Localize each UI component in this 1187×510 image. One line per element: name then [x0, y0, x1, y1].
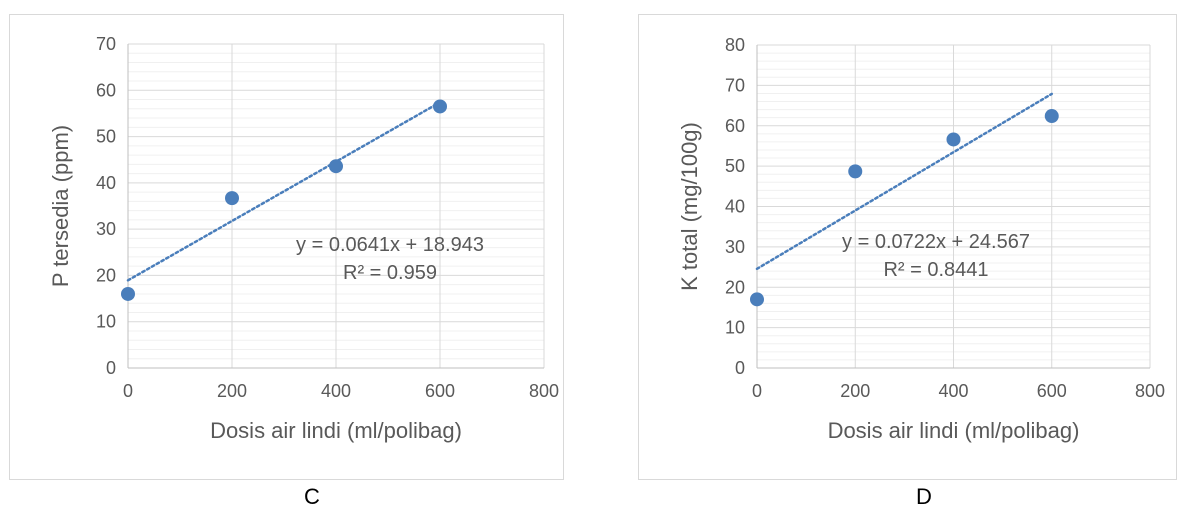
y-tick-label: 10 — [96, 312, 116, 332]
panel-label-d: D — [916, 484, 932, 509]
trendline-equation: y = 0.0641x + 18.943 — [296, 234, 484, 256]
x-tick-label: 800 — [1135, 381, 1165, 401]
x-tick-label: 800 — [529, 381, 559, 401]
data-point — [121, 286, 135, 301]
y-tick-label: 10 — [725, 318, 745, 338]
data-point — [750, 292, 764, 307]
y-tick-label: 0 — [106, 358, 116, 378]
y-tick-label: 40 — [725, 197, 745, 217]
data-point — [433, 99, 447, 114]
x-tick-label: 400 — [321, 381, 351, 401]
x-tick-label: 200 — [217, 381, 247, 401]
y-tick-label: 50 — [725, 156, 745, 176]
y-tick-label: 50 — [96, 127, 116, 147]
y-axis-title: P tersedia (ppm) — [48, 125, 73, 287]
y-tick-label: 20 — [96, 265, 116, 285]
trendline — [755, 92, 1053, 271]
y-tick-label: 0 — [735, 358, 745, 378]
y-tick-label: 70 — [96, 34, 116, 54]
trendline-equation: y = 0.0722x + 24.567 — [842, 231, 1030, 253]
x-tick-label: 0 — [123, 381, 133, 401]
x-tick-label: 600 — [425, 381, 455, 401]
r-squared-label: R² = 0.959 — [343, 262, 437, 284]
data-point — [848, 164, 863, 179]
y-tick-label: 70 — [725, 75, 745, 95]
data-point — [1044, 109, 1059, 124]
data-point — [225, 191, 239, 206]
x-tick-label: 400 — [938, 381, 968, 401]
r-squared-label: R² = 0.8441 — [883, 259, 988, 281]
panel-label-c: C — [304, 484, 320, 509]
data-point — [329, 159, 343, 174]
y-axis-title: K total (mg/100g) — [677, 122, 702, 291]
y-tick-label: 30 — [96, 219, 116, 239]
y-tick-label: 40 — [96, 173, 116, 193]
x-axis-title: Dosis air lindi (ml/polibag) — [210, 418, 462, 443]
y-tick-label: 30 — [725, 237, 745, 257]
chart-panel-d: 0 10 20 30 40 50 60 70 80 0 200 400 600 800 Dosis air … — [638, 14, 1177, 480]
x-tick-label: 200 — [840, 381, 870, 401]
x-axis-title: Dosis air lindi (ml/polibag) — [828, 418, 1080, 443]
y-tick-label: 60 — [725, 116, 745, 136]
data-point — [946, 132, 961, 147]
chart-panel-c: 0 10 20 30 40 50 60 70 0 200 400 600 800 Dosis air li… — [9, 14, 564, 480]
chart-c-svg: 0 10 20 30 40 50 60 70 0 200 400 600 800 Dosis air li… — [48, 34, 559, 443]
y-tick-label: 20 — [725, 277, 745, 297]
y-tick-label: 60 — [96, 80, 116, 100]
y-tick-label: 80 — [725, 35, 745, 55]
trendline — [126, 101, 442, 282]
x-tick-label: 0 — [752, 381, 762, 401]
x-tick-label: 600 — [1037, 381, 1067, 401]
